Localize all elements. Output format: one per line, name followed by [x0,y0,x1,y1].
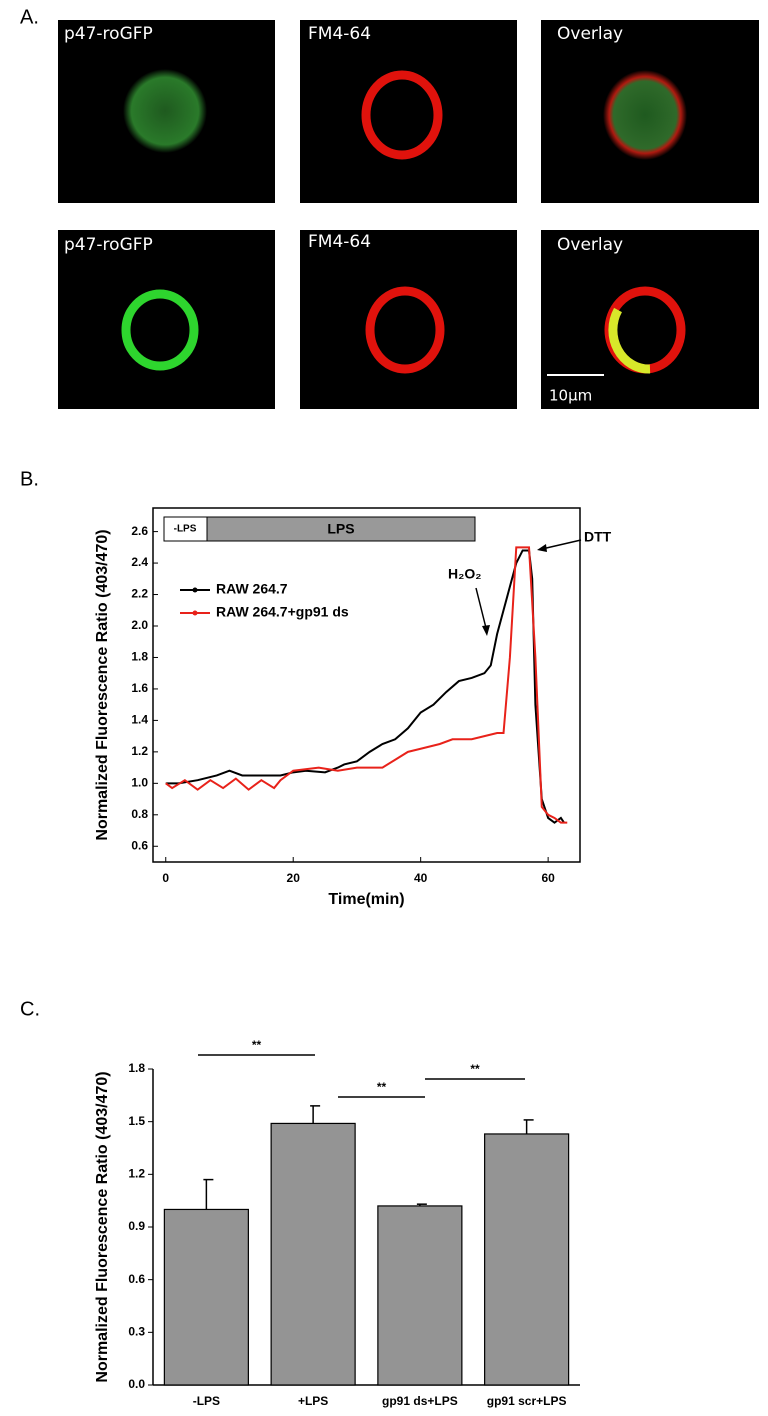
treatment-label: -LPS [174,524,197,535]
x-tick-label: +LPS [298,1394,328,1408]
panel-label: C. [20,998,40,1020]
scale-label: 10μm [549,387,592,405]
x-tick-label: gp91 scr+LPS [487,1394,567,1408]
y-tick-label: 0.6 [131,838,148,852]
panel-label: A. [20,6,39,28]
cell [361,70,443,160]
y-tick-label: 1.8 [128,1061,145,1075]
y-tick-label: 2.2 [131,587,148,601]
x-tick-label: 60 [541,871,555,885]
image-label: Overlay [557,235,623,255]
bar [484,1133,570,1386]
x-axis-label: Time(min) [328,891,404,908]
image-label: FM4-64 [308,232,371,252]
y-tick-label: 0.6 [128,1272,145,1286]
arrowhead [482,625,490,636]
x-tick-label: 0 [162,871,169,885]
y-tick-label: 0.8 [131,807,148,821]
legend-marker [192,587,198,593]
legend-marker [192,610,198,616]
y-tick-label: 1.4 [131,713,148,727]
micrograph [300,20,517,203]
cell [121,289,199,371]
y-tick-label: 1.2 [131,744,148,758]
plot-frame [152,507,581,863]
significance-label: ** [377,1080,387,1094]
image-label: p47-roGFP [64,24,153,44]
annotation: DTT [584,529,612,545]
micrograph [541,230,759,409]
cell [365,286,445,374]
treatment-box [163,516,208,542]
data-line [165,546,568,824]
x-tick-label: -LPS [193,1394,220,1408]
y-tick-label: 0.0 [128,1377,145,1391]
arrowhead [537,544,547,552]
annotation: H₂O₂ [448,566,481,582]
y-tick-label: 1.5 [128,1114,145,1128]
micrograph [300,230,517,409]
cell [123,69,207,153]
significance-label: ** [470,1062,480,1076]
bar [270,1122,356,1386]
y-axis-label: Normalized Fluorescence Ratio (403/470) [94,529,111,840]
significance-label: ** [252,1038,262,1052]
legend-label: RAW 264.7 [216,581,288,597]
arrow [475,587,488,633]
micrograph [58,230,275,409]
treatment-label: LPS [327,521,354,537]
y-axis-label: Normalized Fluorescence Ratio (403/470) [94,1071,111,1382]
bar [377,1205,463,1386]
y-tick-label: 1.6 [131,681,148,695]
y-tick-label: 2.0 [131,618,148,632]
y-tick-label: 2.6 [131,524,148,538]
bar [163,1208,249,1386]
x-tick-label: 20 [287,871,301,885]
image-label: FM4-64 [308,24,371,44]
arrow [541,539,582,550]
y-tick-label: 1.2 [128,1167,145,1181]
x-tick-label: 40 [414,871,428,885]
y-tick-label: 1.0 [131,776,148,790]
y-tick-label: 1.8 [131,650,148,664]
cell [603,70,687,160]
treatment-box [206,516,476,542]
legend-label: RAW 264.7+gp91 ds [216,604,349,620]
y-tick-label: 2.4 [131,555,148,569]
cell [608,307,651,374]
y-tick-label: 0.3 [128,1325,145,1339]
data-line [165,549,565,824]
panel-label: B. [20,468,39,490]
y-tick-label: 0.9 [128,1219,145,1233]
image-label: Overlay [557,24,623,44]
image-label: p47-roGFP [64,235,153,255]
x-tick-label: gp91 ds+LPS [382,1394,458,1408]
